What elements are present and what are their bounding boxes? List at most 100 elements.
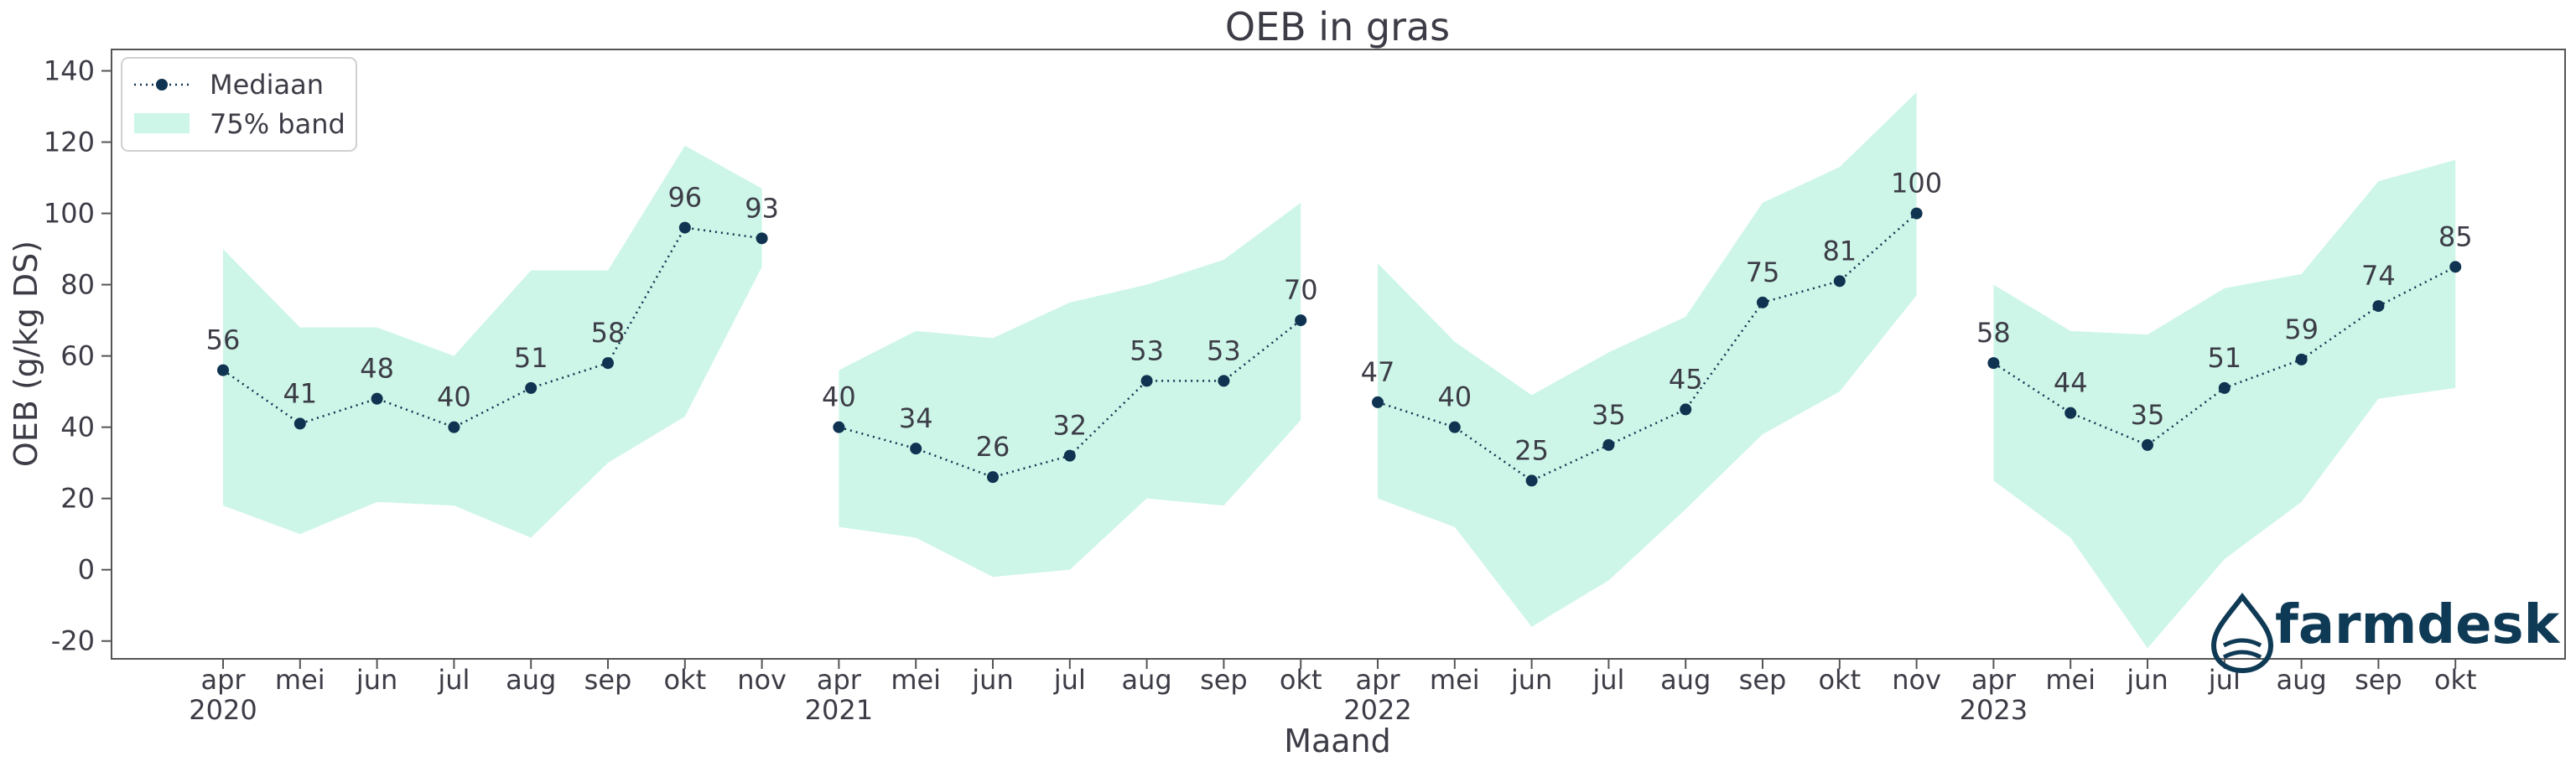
data-label: 59 [2284, 313, 2319, 345]
legend-entry-median: Mediaan [210, 69, 324, 101]
median-point [833, 421, 845, 433]
data-label: 70 [1284, 274, 1318, 306]
median-point [1757, 296, 1768, 308]
y-tick-label: 40 [60, 412, 95, 443]
data-label: 75 [1746, 256, 1780, 288]
data-label: 32 [1052, 410, 1087, 442]
data-label: 81 [1822, 235, 1857, 267]
legend: Mediaan 75% band [121, 57, 357, 152]
median-point [2372, 300, 2385, 313]
data-label: 47 [1361, 356, 1395, 388]
median-point [1140, 375, 1153, 387]
x-tick-label: mei [2045, 664, 2096, 696]
farmdesk-logo-text: farmdesk [2275, 594, 2561, 656]
x-tick-label: okt [663, 664, 706, 696]
data-label: 100 [1891, 168, 1942, 199]
x-tick-label: nov [1892, 664, 1941, 696]
median-point [1680, 403, 1692, 416]
data-label: 35 [2131, 399, 2165, 431]
data-label: 41 [283, 377, 317, 409]
data-label: 85 [2438, 220, 2473, 252]
x-tick-label: apr [817, 664, 862, 696]
data-label: 93 [745, 192, 779, 224]
median-point [987, 471, 999, 484]
x-tick-label: sep [1739, 664, 1787, 696]
median-point [1833, 275, 1846, 288]
plot-frame [111, 49, 2566, 660]
plot-area: -20 0 20 40 60 80 100 120 140 56 apr 41 mei 48 jun 40 ju… [44, 55, 2477, 726]
median-point [448, 421, 460, 433]
median-point [1372, 396, 1384, 408]
x-tick-year-label: 2021 [805, 694, 873, 726]
band-area-2020 [223, 145, 762, 538]
median-point [2295, 353, 2308, 365]
median-point [1448, 421, 1461, 433]
data-label: 53 [1130, 334, 1164, 366]
farmdesk-drop-icon [2210, 593, 2274, 674]
x-tick-label: aug [2276, 664, 2326, 696]
data-label: 26 [976, 431, 1010, 463]
band-area-2022 [1378, 92, 1917, 627]
farmdesk-logo: farmdesk [2210, 593, 2561, 674]
x-tick-label: aug [506, 664, 556, 696]
median-point [1063, 449, 1076, 462]
data-label: 45 [1669, 363, 1703, 395]
data-label: 48 [360, 353, 394, 385]
x-tick-year-label: 2020 [189, 694, 257, 726]
median-point [2142, 438, 2153, 451]
median-point [1910, 207, 1923, 220]
data-label: 35 [1592, 399, 1626, 431]
x-tick-label: aug [1660, 664, 1711, 696]
x-tick-label: aug [1121, 664, 1171, 696]
legend-median-marker-icon [156, 79, 168, 91]
median-point [1218, 375, 1230, 387]
legend-band-swatch-icon [134, 113, 190, 133]
x-tick-label: jun [2126, 664, 2168, 696]
y-tick-label: 60 [60, 340, 95, 372]
data-label: 56 [206, 324, 241, 356]
data-label: 58 [1976, 317, 2011, 349]
data-label: 96 [667, 182, 702, 214]
median-line-2020 [222, 226, 762, 429]
median-point [1525, 474, 1538, 487]
y-axis-label: OEB (g/kg DS) [8, 241, 44, 467]
median-point [525, 381, 538, 394]
x-tick-year-label: 2022 [1343, 694, 1411, 726]
x-tick-label: okt [1280, 664, 1322, 696]
median-point [756, 232, 768, 245]
median-point [910, 443, 922, 455]
chart-title: OEB in gras [1225, 4, 1450, 49]
median-point [2218, 381, 2231, 394]
median-point [2064, 407, 2077, 419]
x-tick-label: mei [891, 664, 941, 696]
x-tick-label: jul [1592, 664, 1624, 696]
x-tick-label: mei [1430, 664, 1480, 696]
x-tick-label: jun [971, 664, 1013, 696]
y-tick-label: 140 [44, 55, 95, 87]
y-tick-label: 0 [78, 554, 95, 586]
x-tick-label: jun [1510, 664, 1552, 696]
x-tick-label: sep [584, 664, 632, 696]
y-tick-label: 100 [44, 198, 95, 230]
x-tick-label: sep [1200, 664, 1248, 696]
x-tick-label: jul [437, 664, 470, 696]
x-tick-label: okt [2434, 664, 2477, 696]
median-point [293, 417, 306, 430]
x-tick-label: jun [356, 664, 397, 696]
median-point [1602, 438, 1615, 451]
y-tick-label: 20 [60, 483, 95, 515]
x-tick-label: apr [1971, 664, 2017, 696]
band-area-2021 [839, 202, 1301, 578]
x-tick-year-label: 2023 [1960, 694, 2028, 726]
x-tick-label: jul [1053, 664, 1086, 696]
data-label: 25 [1514, 434, 1549, 466]
band-area-2023 [1993, 159, 2456, 649]
y-tick-label: 80 [60, 269, 95, 301]
data-label: 40 [1437, 381, 1472, 413]
median-point [1987, 357, 2000, 370]
y-tick-label: 120 [44, 127, 95, 158]
data-label: 51 [514, 342, 548, 374]
data-label: 34 [899, 402, 933, 434]
data-label: 74 [2361, 260, 2396, 292]
x-axis-label: Maand [1284, 723, 1391, 759]
